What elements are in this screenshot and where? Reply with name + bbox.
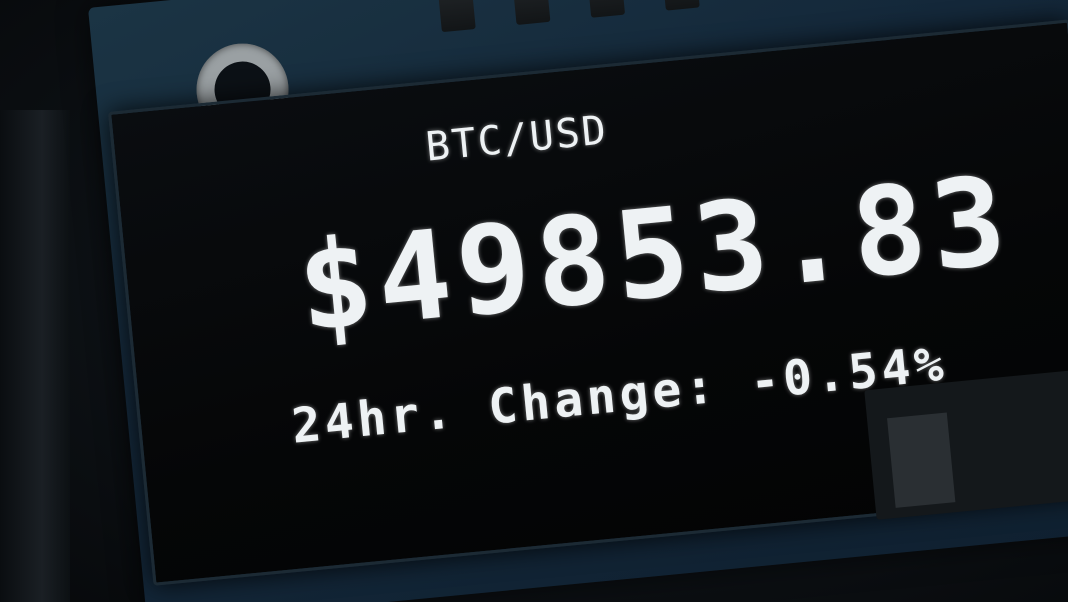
header-pin [436, 0, 476, 33]
flex-cable-block [887, 412, 956, 508]
flex-cable-tab [864, 370, 1068, 520]
header-pin [511, 0, 551, 25]
currency-pair-label: BTC/USD [423, 107, 610, 171]
price-readout: $49853.83 [291, 149, 1018, 360]
change-label: 24hr. Change: [289, 357, 721, 455]
change-row: 24hr. Change: -0.54% [289, 336, 949, 455]
left-board-edge [0, 110, 70, 602]
header-pin [585, 0, 626, 18]
header-pin [660, 0, 700, 11]
